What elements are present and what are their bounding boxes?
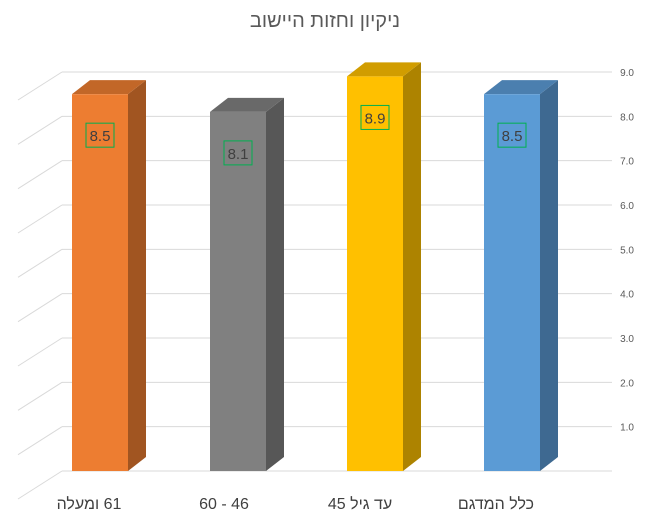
chart-title: ניקיון וחזות היישוב [250,10,400,32]
category-label: עד גיל 45 [328,495,392,513]
data-label-box [360,104,390,130]
data-label: 8.5 [90,128,111,145]
side-wall-gridline [17,337,63,367]
data-label-box [497,122,527,148]
data-labels: 8.5 8.1 8.9 8.5 [85,104,527,166]
side-wall-gridline [17,160,63,190]
side-wall-gridline [17,248,63,278]
bar-side [540,80,558,472]
category-label: כלל המדגם [458,495,534,513]
data-label-box [85,122,115,148]
side-wall-gridline [17,204,63,234]
bar [72,94,128,472]
side-wall-gridline [17,115,63,145]
bar-side [128,80,146,472]
category-labels: 61 ומעלה 46 - 60 עד גיל 45 כלל המדגם [57,495,534,513]
bar-top [210,97,284,112]
y-tick-label: 2.0 [620,378,634,389]
side-wall-gridline [17,426,63,456]
side-wall-gridline [17,381,63,411]
y-tick-label: 6.0 [620,201,634,212]
y-tick-label: 8.0 [620,112,634,123]
bar-side [403,62,421,471]
side-wall-gridline [17,71,63,101]
data-label: 8.5 [502,128,523,145]
bar-top [72,80,146,95]
bar-side [266,97,284,472]
y-tick-label: 3.0 [620,334,634,345]
y-tick-label: 7.0 [620,157,634,168]
y-tick-label: 4.0 [620,290,634,301]
data-label-box [223,140,253,166]
side-wall-gridline [17,293,63,323]
category-label: 46 - 60 [199,496,249,513]
bar-top [484,80,558,95]
data-label: 8.9 [365,110,386,127]
bar [484,94,540,472]
bar-top [347,62,421,77]
bar [347,76,403,471]
y-tick-label: 9.0 [620,68,634,79]
y-tick-label: 5.0 [620,245,634,256]
y-tick-label: 1.0 [620,423,634,434]
bar [210,111,266,472]
y-axis-ticks: 1.0 2.0 3.0 4.0 5.0 6.0 7.0 8.0 9.0 [620,68,634,434]
bars [72,62,558,472]
category-label: 61 ומעלה [57,495,122,513]
data-label: 8.1 [228,146,249,163]
side-wall-gridline [17,470,63,500]
